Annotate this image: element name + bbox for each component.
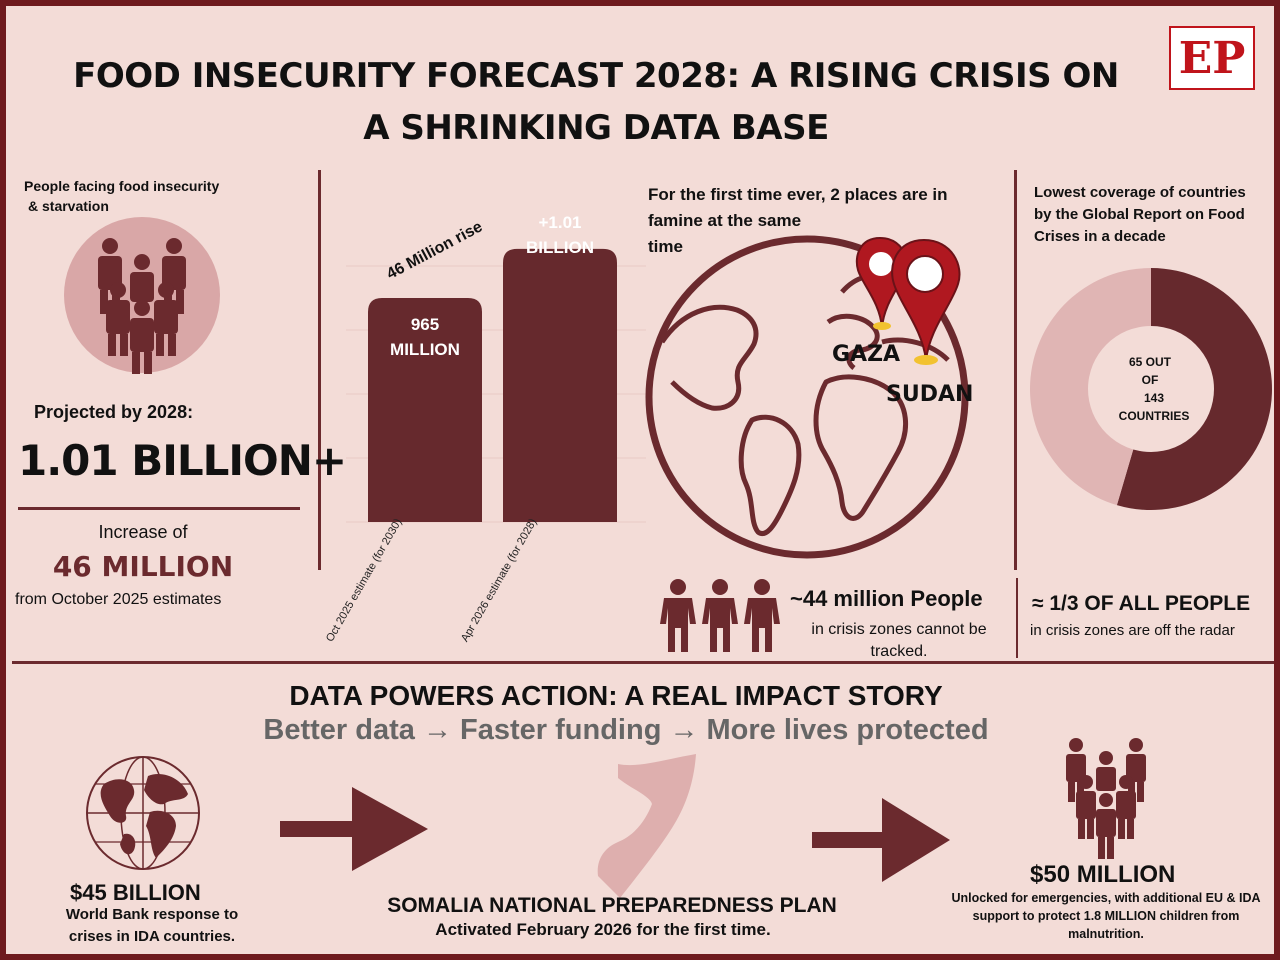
globe-icon [645, 235, 969, 559]
radar-note: in crisis zones are off the radar [1030, 622, 1235, 639]
ep-logo: EP [1169, 26, 1255, 90]
step1-value: $45 BILLION [70, 880, 201, 905]
increase-note: from October 2025 estimates [15, 591, 222, 608]
step2-title: SOMALIA NATIONAL PREPAREDNESS PLAN [387, 894, 837, 917]
bar-oct-2025 [368, 298, 482, 522]
radar-value: ≈ 1/3 OF ALL PEOPLE [1032, 592, 1251, 615]
people-group-icon [64, 217, 220, 374]
projected-value: 1.01 BILLION+ [18, 436, 347, 485]
projected-underline [18, 507, 300, 510]
bar-label-oct-2025: 965 MILLION [390, 315, 460, 359]
map-pin-icon [891, 238, 961, 365]
label-sudan: SUDAN [886, 382, 974, 407]
impact-subtitle: Better data → Faster funding → More live… [263, 714, 989, 746]
arrow-right-icon [280, 787, 428, 871]
step3-value: $50 MILLION [1030, 861, 1176, 888]
page-title: FOOD INSECURITY FORECAST 2028: A RISING … [73, 56, 1119, 148]
bar-label-apr-2026: +1.01 BILLION [526, 213, 594, 257]
donut-center-label: 65 OUT OF 143 COUNTRIES [1118, 355, 1190, 423]
impact-title: DATA POWERS ACTION: A REAL IMPACT STORY [289, 680, 943, 711]
increase-value: 46 MILLION [52, 550, 234, 583]
step3-note: Unlocked for emergencies, with additiona… [951, 891, 1261, 941]
donut-chart [1030, 268, 1273, 511]
left-heading: People facing food insecurity & starvati… [24, 178, 220, 214]
somalia-map-icon [597, 754, 696, 898]
people-group-icon [1066, 738, 1146, 859]
bar-apr-2026 [503, 248, 617, 522]
tracked-note: in crisis zones cannot be tracked. [811, 621, 987, 660]
world-globe-icon [86, 756, 200, 870]
arrow-right-icon [812, 798, 950, 882]
step2-note: Activated February 2026 for the first ti… [435, 920, 771, 939]
three-people-icon [660, 579, 780, 652]
divider-right [1014, 170, 1017, 570]
famine-text: For the first time ever, 2 places are in… [648, 185, 948, 256]
bar-chart [346, 248, 646, 523]
donut-hole [1088, 326, 1214, 452]
divider-stats [1016, 578, 1018, 658]
tracked-value: ~44 million People [790, 586, 983, 611]
increase-label: Increase of [98, 522, 188, 542]
donut-heading: Lowest coverage of countries by the Glob… [1034, 184, 1246, 245]
divider-left [318, 170, 321, 570]
divider-horizontal [12, 661, 1274, 664]
projected-label: Projected by 2028: [34, 402, 194, 422]
step1-note: World Bank response to crises in IDA cou… [65, 906, 239, 945]
label-gaza: GAZA [832, 342, 901, 367]
